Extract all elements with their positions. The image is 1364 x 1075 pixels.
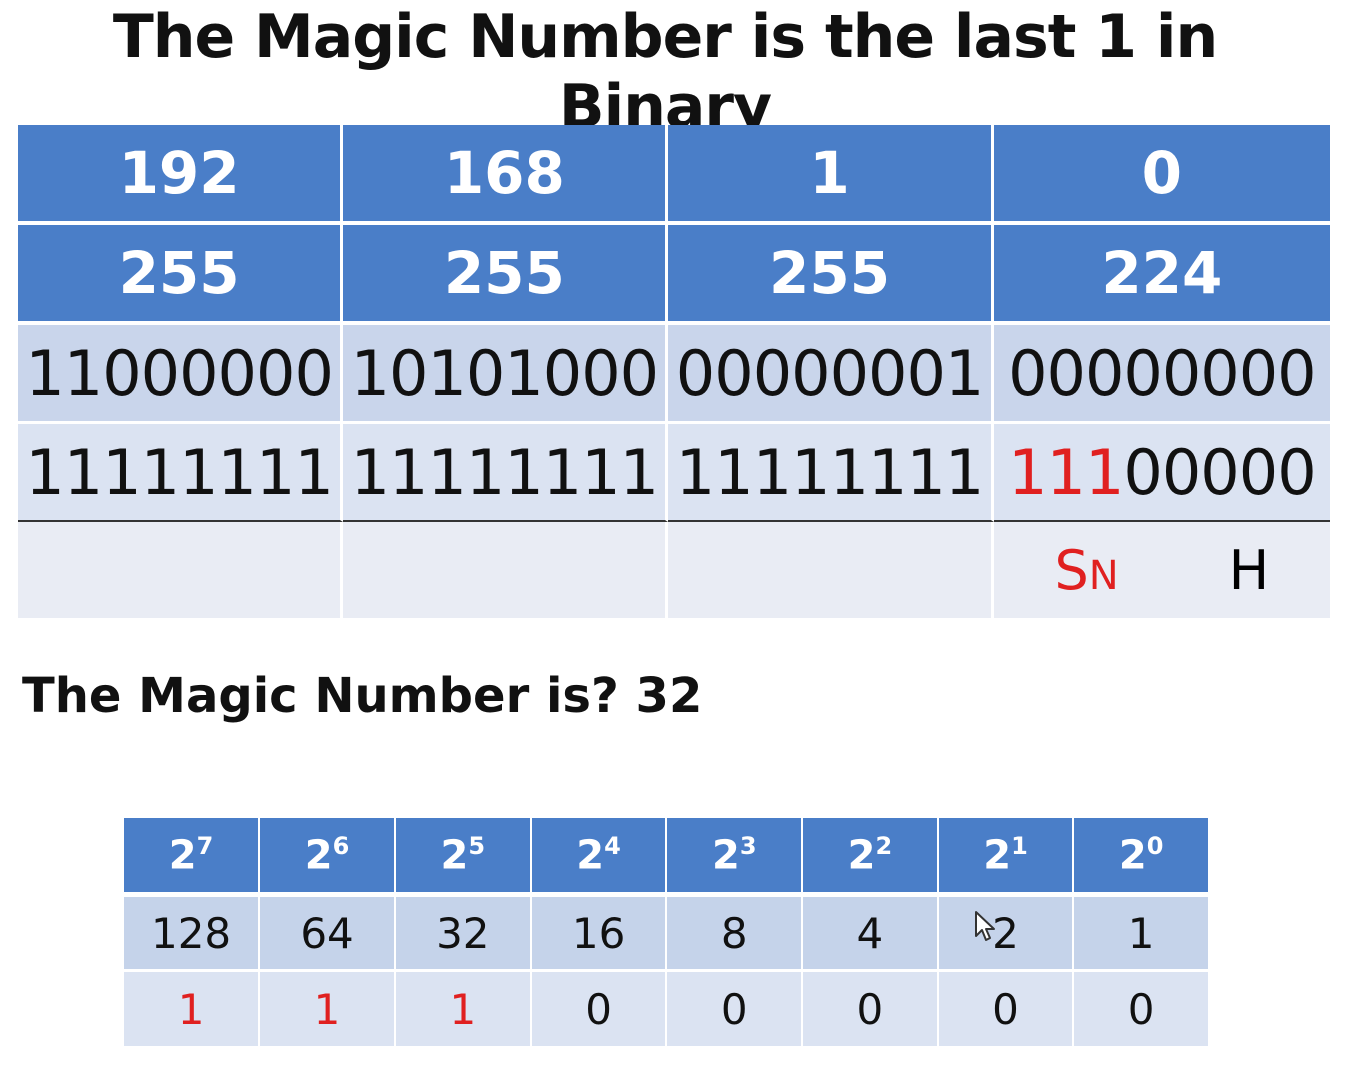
power-header-0: 27 [124, 818, 261, 897]
powers-value-row: 128 64 32 16 8 4 2 1 [124, 897, 1208, 972]
mask-octet-1: 255 [18, 225, 344, 325]
mouse-cursor-icon [975, 911, 995, 941]
ip-octet-1: 192 [18, 125, 344, 225]
power-bit-0: 1 [124, 972, 261, 1046]
ip-octet-3: 1 [668, 125, 994, 225]
power-value-4: 8 [667, 897, 804, 972]
ip-octet-4: 0 [993, 125, 1330, 225]
host-label: H [1228, 538, 1270, 602]
subnet-mask-row: 255 255 255 224 [18, 225, 1330, 325]
ip-octet-2: 168 [343, 125, 669, 225]
slide-title: The Magic Number is the last 1 in Binary [112, 2, 1218, 142]
ip-address-row: 192 168 1 0 [18, 125, 1330, 225]
ip-binary-row: 11000000 10101000 00000001 00000000 [18, 325, 1330, 424]
power-bit-7: 0 [1074, 972, 1208, 1046]
power-header-7: 20 [1074, 818, 1208, 897]
borrowed-bits: 111 [1008, 435, 1124, 509]
ip-binary-2: 10101000 [343, 325, 669, 424]
power-header-6: 21 [938, 818, 1075, 897]
ip-binary-1: 11000000 [18, 325, 344, 424]
subnet-label: SN [1054, 538, 1119, 602]
mask-binary-1: 11111111 [18, 424, 344, 522]
mask-binary-4: 11100000 [993, 424, 1330, 522]
power-value-3: 16 [531, 897, 668, 972]
power-header-1: 26 [260, 818, 396, 897]
power-bit-6: 0 [938, 972, 1075, 1046]
power-value-1: 64 [260, 897, 396, 972]
power-bit-4: 0 [667, 972, 804, 1046]
power-header-4: 23 [667, 818, 804, 897]
mask-octet-4: 224 [993, 225, 1330, 325]
magic-number-question: The Magic Number is? 32 [22, 668, 703, 724]
powers-header-row: 27 26 25 24 23 22 21 20 [124, 818, 1208, 897]
ip-binary-4: 00000000 [993, 325, 1330, 424]
power-header-5: 22 [803, 818, 939, 897]
power-value-5: 4 [803, 897, 939, 972]
legend-row: SN H [18, 522, 1330, 618]
power-bit-5: 0 [803, 972, 939, 1046]
power-value-6: 2 [938, 897, 1075, 972]
power-header-3: 24 [531, 818, 668, 897]
power-value-2: 32 [395, 897, 532, 972]
host-bits: 00000 [1123, 435, 1316, 509]
mask-octet-2: 255 [343, 225, 669, 325]
power-bit-1: 1 [260, 972, 396, 1046]
ip-binary-3: 00000001 [668, 325, 994, 424]
power-header-2: 25 [395, 818, 532, 897]
power-bit-2: 1 [395, 972, 532, 1046]
mask-binary-row: 11111111 11111111 11111111 11100000 [18, 424, 1330, 522]
mask-octet-3: 255 [668, 225, 994, 325]
mask-binary-2: 11111111 [343, 424, 669, 522]
mask-binary-3: 11111111 [668, 424, 994, 522]
power-value-7: 1 [1074, 897, 1208, 972]
power-bit-3: 0 [531, 972, 668, 1046]
legend-cell: SN H [993, 522, 1330, 618]
power-value-0: 128 [124, 897, 261, 972]
subnet-table: 192 168 1 0 255 255 255 224 11000000 101… [18, 125, 1330, 618]
